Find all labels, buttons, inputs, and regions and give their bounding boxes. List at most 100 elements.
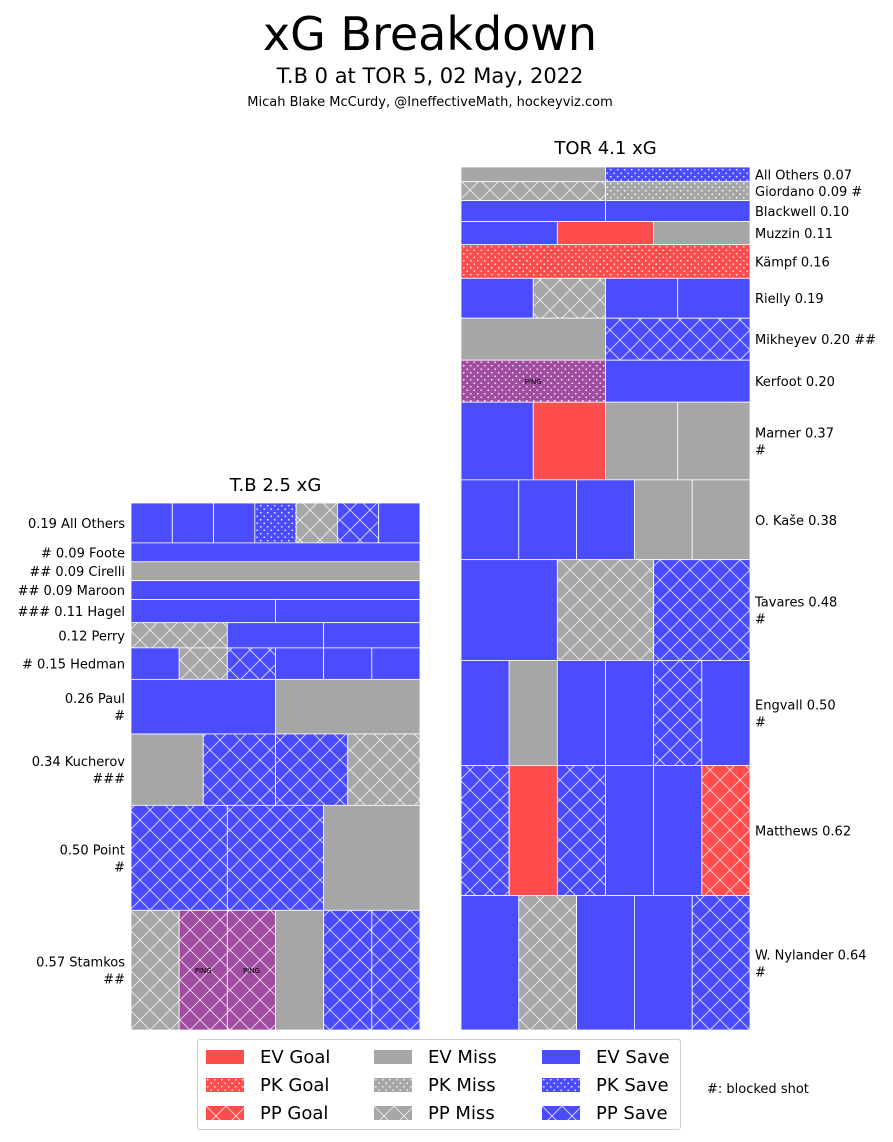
shot-cell-save-pp [556, 765, 606, 897]
shot-cell-save-pk [254, 502, 297, 544]
shot-cell-save-ev [460, 479, 520, 561]
shot-cell-save-ev [323, 622, 421, 649]
shot-cell-save-ev [460, 200, 606, 222]
player-row-0-09-maroon: ## 0.09 Maroon [18, 580, 421, 600]
team-header-t-b: T.B 2.5 xG [229, 475, 322, 496]
shot-cell-save-ev [130, 580, 421, 600]
shot-cell-save-ev [460, 401, 534, 481]
shot-cell-save-ev [213, 502, 256, 544]
shot-cell-miss-ev [460, 166, 606, 183]
player-row-0-57-stamkos: PING PING 0.57 Stamkos ## [36, 909, 421, 1031]
legend-swatch [206, 1050, 244, 1064]
shot-cell-save-pk [605, 166, 751, 183]
shot-cell-save-pp [130, 804, 228, 911]
shot-cell-miss-ev [508, 660, 558, 766]
shot-cell-miss-ev [275, 678, 421, 735]
shot-cell-save-ev [576, 479, 635, 561]
shot-cell-goal-pk [460, 244, 751, 279]
shot-cell-ping-pp [226, 909, 276, 1031]
shot-cell-save-ev [275, 647, 325, 680]
player-row-o-kase-0-38: O. Kaše 0.38 [460, 479, 837, 561]
team-panel-tor: TOR 4.1 xG All Others 0.07 Giordano 0.09 #… [460, 138, 876, 1031]
legend-label: EV Miss [428, 1046, 497, 1068]
shot-cell-save-ev [556, 660, 606, 766]
shot-cell-goal-pp [701, 765, 751, 897]
shot-cell-save-pp [653, 660, 703, 766]
player-label: # 0.09 Foote [41, 546, 125, 561]
blocked-shot-footnote: #: blocked shot [707, 1082, 809, 1097]
shot-cell-save-ev [130, 647, 180, 680]
player-label: Matthews 0.62 [755, 825, 851, 840]
shot-cell-goal-ev [532, 401, 606, 481]
ping-label: PING [195, 967, 212, 975]
shot-cell-miss-pp [178, 647, 228, 680]
shot-cell-save-pp [337, 502, 380, 544]
ping-label: PING [525, 378, 542, 386]
player-label: Muzzin 0.11 [755, 227, 833, 242]
legend-label: PP Save [596, 1102, 668, 1124]
shot-cell-save-ev [378, 502, 421, 544]
shot-cell-save-ev [518, 479, 577, 561]
player-row-tavares-0-48: Tavares 0.48 # [460, 559, 837, 661]
player-row-giordano-0-09: Giordano 0.09 # [460, 181, 862, 201]
shot-cell-miss-ev [653, 221, 751, 246]
shot-cell-miss-ev [691, 479, 751, 561]
shot-cell-save-pp [371, 909, 421, 1031]
player-label: ### 0.11 Hagel [18, 605, 126, 620]
player-label: Engvall 0.50 # [755, 698, 836, 730]
shot-cell-save-pp [605, 317, 751, 361]
legend-swatch [542, 1050, 580, 1064]
shot-cell-miss-pp [556, 559, 655, 661]
shot-cell-miss-ev [677, 401, 751, 481]
shot-cell-miss-pk [605, 181, 751, 201]
shot-cell-miss-ev [634, 479, 693, 561]
player-row-matthews-0-62: Matthews 0.62 [460, 765, 851, 897]
shot-cell-save-ev [677, 277, 751, 319]
player-label: Rielly 0.19 [755, 292, 824, 307]
legend-swatch [206, 1106, 244, 1120]
team-header-tor: TOR 4.1 xG [553, 138, 656, 159]
player-label: All Others 0.07 [755, 168, 852, 183]
shot-cell-miss-pp [130, 909, 180, 1031]
player-row-marner-0-37: Marner 0.37 # [460, 401, 834, 481]
player-row-0-15-hedman: # 0.15 Hedman [22, 647, 421, 680]
player-row-muzzin-0-11: Muzzin 0.11 [460, 221, 833, 246]
player-label: Kerfoot 0.20 [755, 375, 835, 390]
player-row-kerfoot-0-20: PING Kerfoot 0.20 [460, 359, 835, 403]
team-panel-t-b: T.B 2.5 xG 0.19 All Others # 0.09 Foote ## … [18, 475, 421, 1031]
shot-cell-save-ev [653, 765, 703, 897]
legend-label: EV Save [596, 1046, 670, 1068]
shot-cell-save-ev [130, 599, 276, 624]
shot-cell-save-pp [275, 733, 349, 806]
player-label: ## 0.09 Cirelli [29, 565, 125, 580]
shot-cell-save-ev [171, 502, 214, 544]
player-label: O. Kaše 0.38 [755, 514, 837, 529]
shot-cell-miss-ev [130, 733, 204, 806]
player-row-0-50-point: 0.50 Point # [60, 804, 421, 911]
legend-label: PP Miss [428, 1102, 495, 1124]
chart-subtitle: T.B 0 at TOR 5, 02 May, 2022 [276, 64, 584, 88]
legend-item-pp-goal: PP Goal [206, 1101, 328, 1125]
shot-cell-miss-pp [518, 895, 577, 1031]
player-row-0-34-kucherov: 0.34 Kucherov ### [32, 733, 421, 806]
shot-cell-save-ev [460, 660, 510, 766]
shot-cell-miss-pp [532, 277, 606, 319]
shot-cell-miss-pp [295, 502, 338, 544]
shot-cell-miss-pp [460, 181, 606, 201]
shot-cell-ping-pk [460, 359, 606, 403]
player-row-blackwell-0-10: Blackwell 0.10 [460, 200, 849, 222]
shot-cell-save-pp [323, 909, 373, 1031]
legend-label: PK Goal [260, 1074, 330, 1096]
player-row-0-09-cirelli: ## 0.09 Cirelli [29, 561, 421, 582]
shot-cell-miss-ev [130, 561, 421, 582]
player-row-w-nylander-0-64: W. Nylander 0.64 # [460, 895, 867, 1031]
legend-swatch [374, 1050, 412, 1064]
legend-item-ev-save: EV Save [542, 1045, 670, 1069]
legend-label: PP Goal [260, 1102, 329, 1124]
player-row-0-09-foote: # 0.09 Foote [41, 542, 421, 563]
player-label: ## 0.09 Maroon [18, 584, 125, 599]
shot-cell-save-ev [576, 895, 635, 1031]
player-row-0-12-perry: 0.12 Perry [58, 622, 421, 649]
player-row-0-11-hagel: ### 0.11 Hagel [18, 599, 421, 624]
